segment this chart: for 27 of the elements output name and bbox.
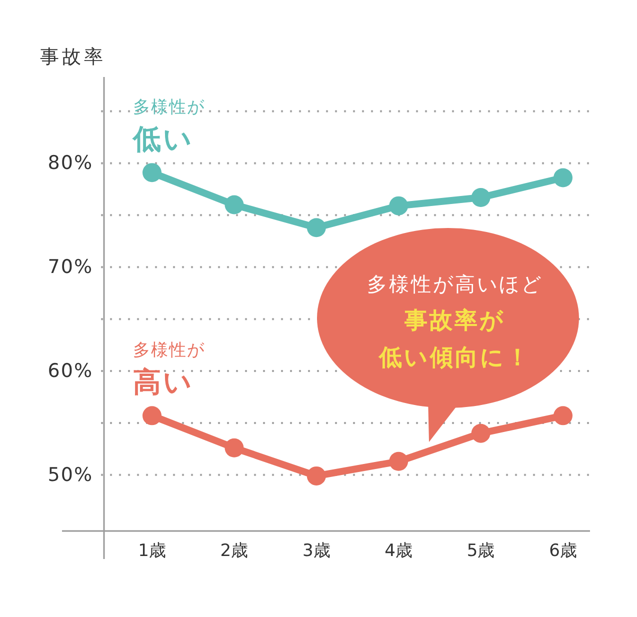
point (306, 466, 326, 486)
x-tick-label: 1歳 (138, 541, 166, 561)
point (306, 218, 326, 238)
point (554, 168, 572, 188)
annotation: 多様性が高いほど (367, 272, 543, 296)
y-tick-label: 70% (48, 256, 93, 278)
y-tick-label: 50% (48, 464, 93, 486)
point (471, 424, 490, 443)
x-tick-label: 4歳 (384, 541, 413, 561)
x-tick-label: 5歳 (466, 541, 495, 561)
point (224, 438, 244, 458)
x-tick-label: 6歳 (549, 541, 577, 561)
point (224, 195, 244, 214)
series-label: 多様性が低い (132, 98, 205, 156)
point (389, 196, 408, 216)
point (142, 406, 162, 426)
point (142, 163, 162, 182)
point (554, 406, 572, 426)
x-tick-label: 2歳 (220, 541, 248, 561)
y-tick-label: 60% (48, 360, 93, 382)
y-tick-label: 80% (48, 152, 93, 174)
series-label: 多様性が高い (133, 340, 205, 399)
annotation: 事故率が低い傾向に！ (378, 307, 531, 371)
point (471, 188, 490, 208)
point (389, 452, 408, 471)
x-tick-label: 3歳 (302, 541, 330, 561)
y-axis-title: 事故率 (40, 46, 106, 68)
